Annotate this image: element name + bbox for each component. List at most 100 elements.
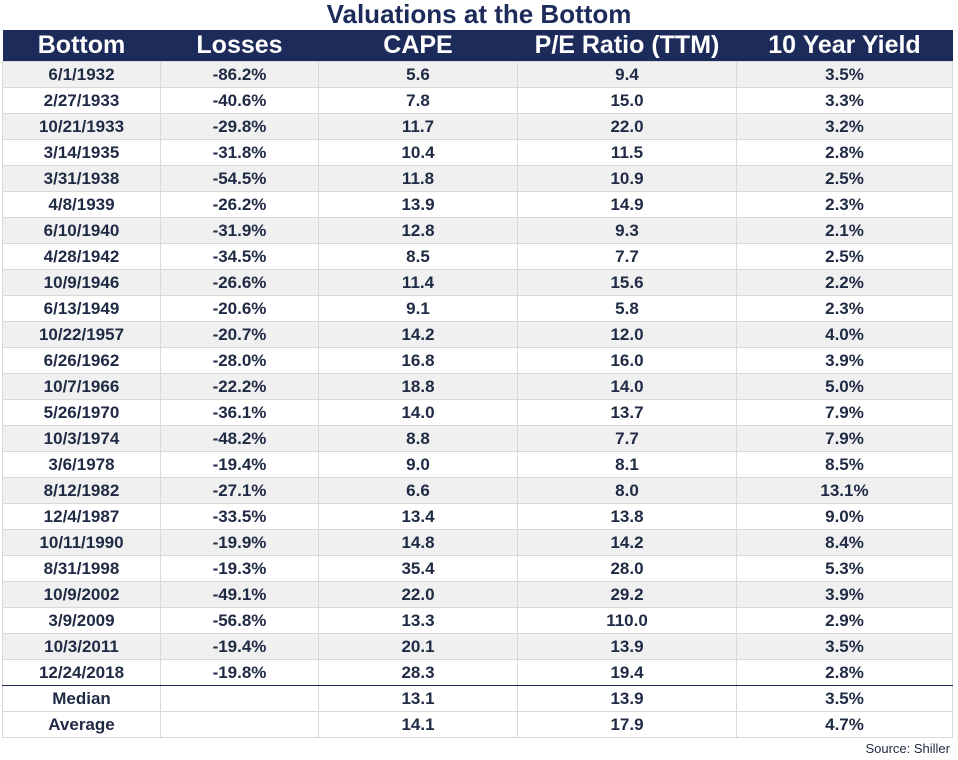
losses-cell: -86.2% bbox=[160, 61, 319, 88]
table-row: 6/13/1949 -20.6% 9.1 5.8 2.3% bbox=[2, 295, 953, 322]
bottom-cell: 4/28/1942 bbox=[2, 243, 161, 270]
cape-cell: 5.6 bbox=[318, 61, 518, 88]
bottom-cell: 10/22/1957 bbox=[2, 321, 161, 348]
bottom-cell: 6/1/1932 bbox=[2, 61, 161, 88]
table-row: 10/11/1990 -19.9% 14.8 14.2 8.4% bbox=[2, 529, 953, 556]
table-row: 3/9/2009 -56.8% 13.3 110.0 2.9% bbox=[2, 607, 953, 634]
table-row: 6/10/1940 -31.9% 12.8 9.3 2.1% bbox=[2, 217, 953, 244]
table-row: 3/14/1935 -31.8% 10.4 11.5 2.8% bbox=[2, 139, 953, 166]
pe-ratio-cell: 14.9 bbox=[517, 191, 737, 218]
yield-cell: 13.1% bbox=[736, 477, 953, 504]
cape-cell: 35.4 bbox=[318, 555, 518, 582]
pe-ratio-cell: 29.2 bbox=[517, 581, 737, 608]
cape-cell: 9.0 bbox=[318, 451, 518, 478]
table-row: 12/24/2018 -19.8% 28.3 19.4 2.8% bbox=[2, 659, 953, 686]
cape-cell: 10.4 bbox=[318, 139, 518, 166]
yield-cell: 2.2% bbox=[736, 269, 953, 296]
bottom-cell: 3/6/1978 bbox=[2, 451, 161, 478]
bottom-cell: 10/3/1974 bbox=[2, 425, 161, 452]
cape-cell: 22.0 bbox=[318, 581, 518, 608]
cape-cell: 16.8 bbox=[318, 347, 518, 374]
cape-cell: 28.3 bbox=[318, 659, 518, 686]
table-row: 10/9/1946 -26.6% 11.4 15.6 2.2% bbox=[2, 269, 953, 296]
pe-ratio-cell: 9.3 bbox=[517, 217, 737, 244]
losses-cell: -36.1% bbox=[160, 399, 319, 426]
pe-ratio-cell: 110.0 bbox=[517, 607, 737, 634]
losses-cell: -26.6% bbox=[160, 269, 319, 296]
pe-ratio-cell: 11.5 bbox=[517, 139, 737, 166]
table-row: 4/8/1939 -26.2% 13.9 14.9 2.3% bbox=[2, 191, 953, 218]
yield-cell: 2.5% bbox=[736, 243, 953, 270]
yield-cell: 2.1% bbox=[736, 217, 953, 244]
yield-cell: 2.9% bbox=[736, 607, 953, 634]
yield-cell: 8.4% bbox=[736, 529, 953, 556]
bottom-cell: 10/9/2002 bbox=[2, 581, 161, 608]
pe-ratio-cell: 8.0 bbox=[517, 477, 737, 504]
losses-cell: -22.2% bbox=[160, 373, 319, 400]
table-row: 10/3/2011 -19.4% 20.1 13.9 3.5% bbox=[2, 633, 953, 660]
table-row: 10/22/1957 -20.7% 14.2 12.0 4.0% bbox=[2, 321, 953, 348]
losses-cell: -49.1% bbox=[160, 581, 319, 608]
cape-cell: 11.8 bbox=[318, 165, 518, 192]
yield-cell: 5.3% bbox=[736, 555, 953, 582]
yield-cell: 2.3% bbox=[736, 191, 953, 218]
yield-cell: 3.5% bbox=[736, 61, 953, 88]
yield-cell: 2.3% bbox=[736, 295, 953, 322]
table-row: 12/4/1987 -33.5% 13.4 13.8 9.0% bbox=[2, 503, 953, 530]
pe-ratio-cell: 17.9 bbox=[517, 711, 737, 738]
yield-cell: 3.9% bbox=[736, 581, 953, 608]
cape-cell: 14.0 bbox=[318, 399, 518, 426]
table-header: Bottom Losses CAPE P/E Ratio (TTM) 10 Ye… bbox=[2, 30, 953, 62]
cape-cell: 14.1 bbox=[318, 711, 518, 738]
pe-ratio-cell: 13.7 bbox=[517, 399, 737, 426]
pe-ratio-cell: 8.1 bbox=[517, 451, 737, 478]
losses-cell: -34.5% bbox=[160, 243, 319, 270]
table-row: 8/12/1982 -27.1% 6.6 8.0 13.1% bbox=[2, 477, 953, 504]
losses-cell bbox=[160, 685, 319, 712]
yield-cell: 7.9% bbox=[736, 425, 953, 452]
bottom-cell: 8/31/1998 bbox=[2, 555, 161, 582]
table-summary: Median 13.1 13.9 3.5% Average 14.1 17.9 4.7% bbox=[2, 685, 953, 738]
cape-cell: 14.2 bbox=[318, 321, 518, 348]
header-10-year-yield: 10 Year Yield bbox=[736, 30, 953, 62]
losses-cell: -33.5% bbox=[160, 503, 319, 530]
table-row: 10/7/1966 -22.2% 18.8 14.0 5.0% bbox=[2, 373, 953, 400]
losses-cell: -19.8% bbox=[160, 659, 319, 686]
pe-ratio-cell: 12.0 bbox=[517, 321, 737, 348]
table-row: 8/31/1998 -19.3% 35.4 28.0 5.3% bbox=[2, 555, 953, 582]
losses-cell: -20.7% bbox=[160, 321, 319, 348]
cape-cell: 6.6 bbox=[318, 477, 518, 504]
table-body: 6/1/1932 -86.2% 5.6 9.4 3.5% 2/27/1933 -40.6% 7… bbox=[2, 61, 953, 686]
bottom-cell: 10/7/1966 bbox=[2, 373, 161, 400]
cape-cell: 14.8 bbox=[318, 529, 518, 556]
pe-ratio-cell: 13.9 bbox=[517, 633, 737, 660]
cape-cell: 11.4 bbox=[318, 269, 518, 296]
header-pe-ratio: P/E Ratio (TTM) bbox=[517, 30, 737, 62]
pe-ratio-cell: 15.0 bbox=[517, 87, 737, 114]
table-row: 5/26/1970 -36.1% 14.0 13.7 7.9% bbox=[2, 399, 953, 426]
yield-cell: 8.5% bbox=[736, 451, 953, 478]
table-row: 10/3/1974 -48.2% 8.8 7.7 7.9% bbox=[2, 425, 953, 452]
bottom-cell: 10/9/1946 bbox=[2, 269, 161, 296]
yield-cell: 3.5% bbox=[736, 685, 953, 712]
yield-cell: 3.5% bbox=[736, 633, 953, 660]
yield-cell: 9.0% bbox=[736, 503, 953, 530]
cape-cell: 12.8 bbox=[318, 217, 518, 244]
pe-ratio-cell: 16.0 bbox=[517, 347, 737, 374]
bottom-cell: 3/14/1935 bbox=[2, 139, 161, 166]
pe-ratio-cell: 13.8 bbox=[517, 503, 737, 530]
source-note: Source: Shiller bbox=[865, 741, 950, 756]
cape-cell: 13.4 bbox=[318, 503, 518, 530]
table-row: 6/26/1962 -28.0% 16.8 16.0 3.9% bbox=[2, 347, 953, 374]
header-bottom: Bottom bbox=[2, 30, 161, 62]
bottom-cell: 4/8/1939 bbox=[2, 191, 161, 218]
pe-ratio-cell: 14.0 bbox=[517, 373, 737, 400]
bottom-cell: 8/12/1982 bbox=[2, 477, 161, 504]
table-row: 6/1/1932 -86.2% 5.6 9.4 3.5% bbox=[2, 61, 953, 88]
table-row: 2/27/1933 -40.6% 7.8 15.0 3.3% bbox=[2, 87, 953, 114]
losses-cell: -20.6% bbox=[160, 295, 319, 322]
losses-cell: -54.5% bbox=[160, 165, 319, 192]
table-row: 10/9/2002 -49.1% 22.0 29.2 3.9% bbox=[2, 581, 953, 608]
losses-cell: -31.9% bbox=[160, 217, 319, 244]
losses-cell: -29.8% bbox=[160, 113, 319, 140]
